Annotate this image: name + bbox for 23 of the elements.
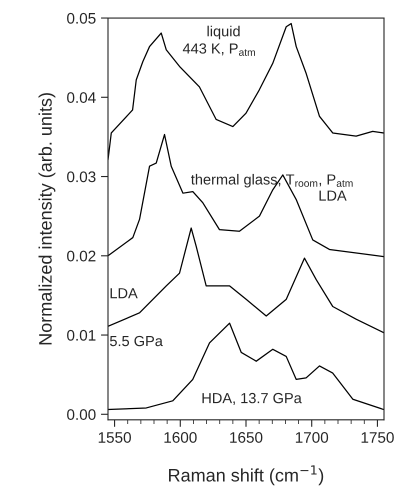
- y-tick-label: 0.04: [67, 92, 96, 103]
- annotation: liquid: [208, 26, 240, 40]
- y-tick-label: 0.01: [67, 330, 96, 341]
- annotation: LDA: [320, 190, 347, 201]
- annotation: 5.5 GPa: [110, 336, 163, 346]
- x-axis-title: Raman shift (cm$^{−1}$): [169, 465, 324, 486]
- line-series: [108, 134, 384, 258]
- line-series: [108, 322, 384, 410]
- annotation: HDA, 13.7 GPa: [202, 392, 302, 405]
- x-tick-label: 1600: [164, 432, 197, 443]
- annotation: LDA: [110, 288, 138, 298]
- x-tick-label: 1550: [98, 432, 131, 443]
- line-series: [108, 227, 384, 334]
- annotation: 443 K, P$_{atm}$: [182, 43, 255, 56]
- x-tick-label: 1650: [230, 432, 262, 443]
- y-tick-label: 0.05: [67, 12, 96, 24]
- y-tick-label: 0.02: [67, 250, 96, 262]
- y-tick-label: 0.03: [67, 171, 96, 182]
- x-tick-label: 1700: [296, 432, 328, 443]
- line-series: [108, 22, 384, 161]
- y-tick-label: 0.00: [67, 409, 96, 420]
- x-tick-label: 1750: [362, 432, 394, 443]
- y-axis-title: Normalized intensity (arb. units): [38, 93, 56, 344]
